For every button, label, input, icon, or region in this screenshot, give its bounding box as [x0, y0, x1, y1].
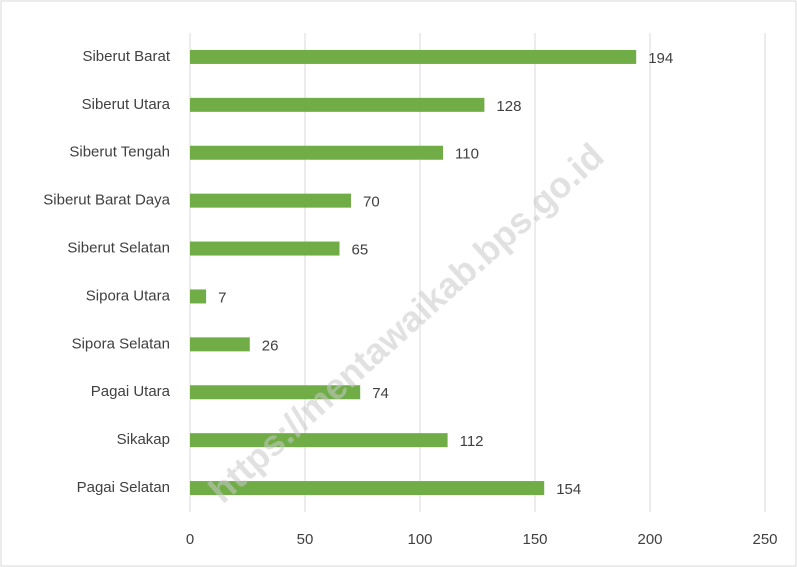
- x-tick-label: 0: [186, 531, 194, 548]
- bar: [190, 337, 250, 352]
- y-tick-label: Siberut Selatan: [67, 240, 170, 257]
- bar: [190, 385, 361, 400]
- data-label: 65: [352, 242, 369, 259]
- y-tick-label: Sipora Selatan: [72, 335, 170, 352]
- x-tick-label: 100: [407, 531, 432, 548]
- bar: [190, 49, 637, 64]
- bar: [190, 97, 485, 112]
- x-tick-label: 150: [522, 531, 547, 548]
- data-label: 7: [218, 289, 226, 306]
- data-label: 128: [496, 98, 521, 115]
- data-label: 26: [262, 337, 279, 354]
- bar: [190, 289, 207, 304]
- data-label: 70: [363, 194, 380, 211]
- data-label: 74: [372, 385, 389, 402]
- data-label: 154: [556, 481, 581, 498]
- y-tick-label: Pagai Utara: [91, 383, 171, 400]
- bar: [190, 241, 340, 256]
- y-tick-label: Siberut Barat: [82, 48, 170, 65]
- bar: [190, 433, 448, 448]
- data-label: 112: [460, 433, 484, 450]
- bar: [190, 481, 545, 496]
- data-label: 194: [648, 50, 673, 67]
- x-tick-label: 250: [752, 531, 777, 548]
- y-tick-label: Siberut Utara: [82, 96, 171, 113]
- bar: [190, 193, 351, 208]
- x-tick-label: 50: [297, 531, 314, 548]
- x-tick-label: 200: [637, 531, 662, 548]
- data-label: 110: [455, 146, 479, 163]
- bar: [190, 145, 443, 160]
- y-tick-label: Sipora Utara: [86, 287, 171, 304]
- y-tick-label: Siberut Barat Daya: [43, 192, 170, 209]
- y-tick-label: Pagai Selatan: [77, 479, 170, 496]
- y-tick-label: Siberut Tengah: [69, 144, 170, 161]
- y-tick-label: Sikakap: [117, 431, 170, 448]
